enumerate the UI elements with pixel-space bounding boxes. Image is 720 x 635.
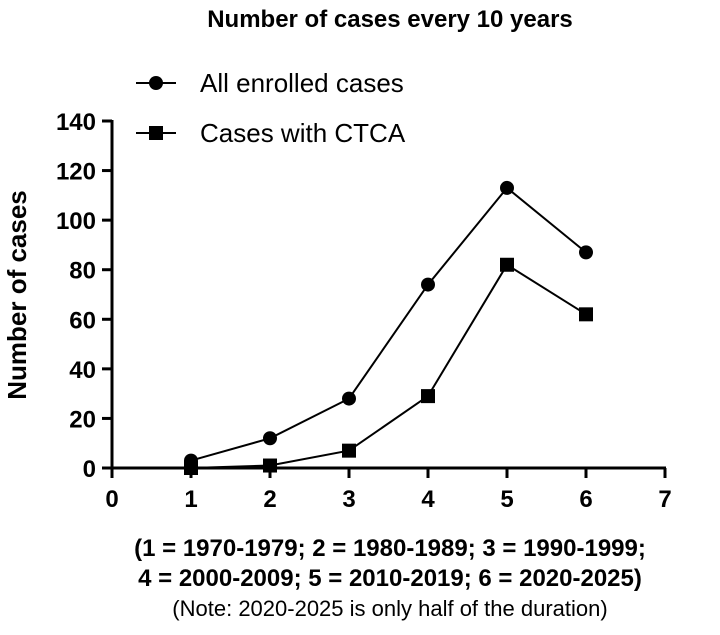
data-point-series-1: [421, 277, 435, 292]
y-tick-label: 0: [83, 456, 96, 483]
y-tick-label: 140: [56, 109, 96, 136]
y-tick-label: 80: [69, 258, 96, 285]
x-tick-label: 6: [579, 486, 592, 513]
data-point-series-1: [263, 431, 277, 446]
x-tick-label: 0: [105, 486, 118, 513]
x-axis-label-line-2: 4 = 2000-2009; 5 = 2010-2019; 6 = 2020-2…: [138, 565, 642, 592]
data-point-series-2: [342, 443, 356, 458]
y-tick-label: 120: [56, 159, 96, 186]
chart-title: Number of cases every 10 years: [207, 6, 573, 33]
x-axis-label-line-1: (1 = 1970-1979; 2 = 1980-1989; 3 = 1990-…: [134, 535, 646, 562]
duration-note: (Note: 2020-2025 is only half of the dur…: [172, 596, 607, 621]
data-point-series-2: [579, 307, 593, 322]
data-point-series-2: [500, 257, 514, 272]
series-line-2: [190, 263, 587, 469]
data-point-series-1: [500, 180, 514, 195]
x-tick-label: 1: [184, 486, 197, 513]
data-point-series-1: [579, 245, 593, 260]
x-tick-label: 5: [500, 486, 513, 513]
x-tick-label: 7: [658, 486, 671, 513]
data-point-series-2: [421, 389, 435, 404]
data-point-series-2: [263, 458, 277, 473]
series-layer: [184, 180, 593, 475]
legend: All enrolled cases Cases with CTCA: [136, 68, 406, 148]
y-tick-label: 40: [69, 357, 96, 384]
y-tick-label: 20: [69, 406, 96, 433]
series-line-1: [190, 186, 587, 462]
x-tick-label: 2: [263, 486, 276, 513]
legend-label-ctca: Cases with CTCA: [200, 118, 406, 148]
axes: 0 20 40 60 80 100 120 140 0 1 2 3 4 5 6 7: [56, 109, 672, 513]
legend-label-all-enrolled: All enrolled cases: [200, 68, 404, 98]
x-tick-label: 3: [342, 486, 355, 513]
y-axis-label: Number of cases: [2, 190, 32, 400]
data-point-series-2: [184, 461, 198, 475]
y-tick-label: 100: [56, 208, 96, 235]
legend-marker-all-enrolled: [149, 76, 163, 90]
x-tick-label: 4: [421, 486, 435, 513]
y-tick-label: 60: [69, 307, 96, 334]
data-point-series-1: [342, 391, 356, 406]
legend-marker-ctca: [149, 126, 163, 140]
